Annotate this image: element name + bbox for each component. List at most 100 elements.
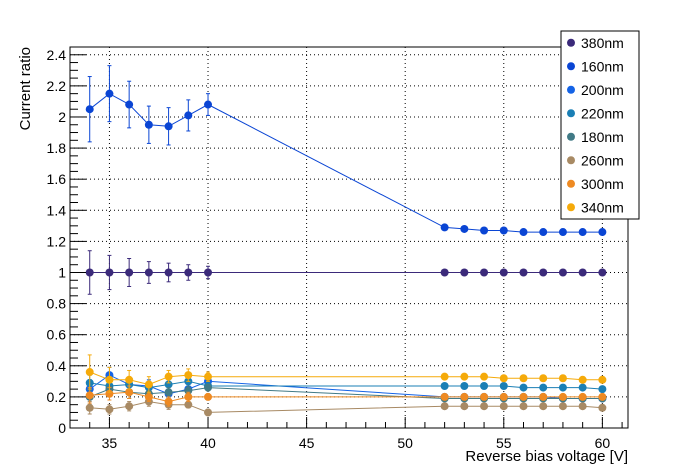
legend-label: 260nm [581, 152, 624, 168]
y-tick-label: 1.2 [47, 233, 67, 249]
x-tick-label: 50 [397, 435, 413, 451]
data-point [164, 372, 173, 381]
data-point [499, 226, 508, 235]
data-point [519, 392, 528, 401]
data-point [598, 375, 607, 384]
data-point [539, 402, 548, 411]
data-point [558, 228, 567, 237]
data-point [539, 374, 548, 383]
data-point [440, 223, 449, 232]
legend-marker [567, 179, 575, 188]
data-point [164, 268, 173, 277]
legend-label: 340nm [581, 199, 624, 215]
legend-label: 220nm [581, 105, 624, 121]
data-point [184, 268, 193, 277]
data-point [125, 375, 134, 384]
series-300nm [85, 385, 607, 407]
y-tick-label: 2 [58, 109, 66, 125]
data-point [184, 371, 193, 380]
data-point [578, 268, 587, 277]
data-point [578, 392, 587, 401]
y-tick-label: 2.4 [47, 47, 67, 63]
data-point [164, 397, 173, 406]
series-line [89, 387, 603, 399]
data-point [164, 122, 173, 131]
data-point [519, 268, 528, 277]
y-tick-label: 2.2 [47, 78, 67, 94]
data-point [184, 392, 193, 401]
data-point [499, 392, 508, 401]
legend: 380nm 160nm 200nm 220nm 180nm 260nm 300nm 340nm [560, 30, 640, 220]
data-point [598, 392, 607, 401]
y-tick-label: 0 [58, 420, 66, 436]
legend-label: 160nm [581, 58, 624, 74]
plot-frame [69, 46, 629, 429]
data-point [539, 383, 548, 392]
series-380nm [85, 250, 607, 295]
data-point [460, 382, 469, 391]
data-point [440, 268, 449, 277]
data-point [440, 372, 449, 381]
y-tick-label: 0.6 [47, 327, 67, 343]
data-point [105, 375, 114, 384]
y-tick-label: 0.8 [47, 296, 67, 312]
data-point [598, 228, 607, 237]
data-point [125, 402, 134, 411]
data-point [85, 391, 94, 400]
series-340nm [85, 354, 607, 393]
legend-label: 380nm [581, 35, 624, 51]
x-tick-label: 55 [496, 435, 512, 451]
legend-marker [567, 109, 575, 118]
data-point [184, 111, 193, 120]
data-point [204, 268, 213, 277]
data-point [558, 268, 567, 277]
legend-label: 200nm [581, 82, 624, 98]
data-point [539, 228, 548, 237]
y-tick-label: 1.6 [47, 171, 67, 187]
data-point [85, 368, 94, 377]
data-point [539, 392, 548, 401]
legend-marker [567, 203, 575, 212]
data-point [184, 400, 193, 409]
data-point [85, 268, 94, 277]
data-point [460, 224, 469, 233]
data-point [539, 268, 548, 277]
data-point [460, 392, 469, 401]
data-point [598, 403, 607, 412]
x-tick-label: 60 [595, 435, 611, 451]
y-tick-label: 1 [58, 264, 66, 280]
data-point [499, 402, 508, 411]
tick-labels: 35 40 45 50 55 60 0 0.2 0.4 0.6 0.8 1 1.2 1.4 1.6 1.8 2 2… [47, 47, 611, 451]
legend-box [560, 30, 640, 220]
series-line [89, 401, 603, 413]
data-point [164, 388, 173, 397]
series-line [89, 391, 603, 403]
series-line [89, 371, 603, 386]
data-point [480, 382, 489, 391]
data-point [204, 372, 213, 381]
data-point [578, 375, 587, 384]
series-line [89, 93, 603, 233]
x-axis-title: Reverse bias voltage [V] [465, 448, 628, 465]
data-point [204, 383, 213, 392]
series-line [89, 380, 603, 390]
data-point [499, 268, 508, 277]
axis-ticks [69, 54, 623, 429]
data-point [480, 268, 489, 277]
legend-marker [567, 156, 575, 165]
data-point [598, 385, 607, 394]
data-point [144, 392, 153, 401]
data-point [480, 392, 489, 401]
data-point [499, 374, 508, 383]
legend-marker [567, 85, 575, 94]
data-point [480, 372, 489, 381]
data-point [125, 268, 134, 277]
data-point [499, 382, 508, 391]
x-tick-label: 40 [200, 435, 216, 451]
data-point [460, 372, 469, 381]
data-point [598, 268, 607, 277]
data-point [460, 268, 469, 277]
y-tick-label: 1.8 [47, 140, 67, 156]
data-point [480, 402, 489, 411]
